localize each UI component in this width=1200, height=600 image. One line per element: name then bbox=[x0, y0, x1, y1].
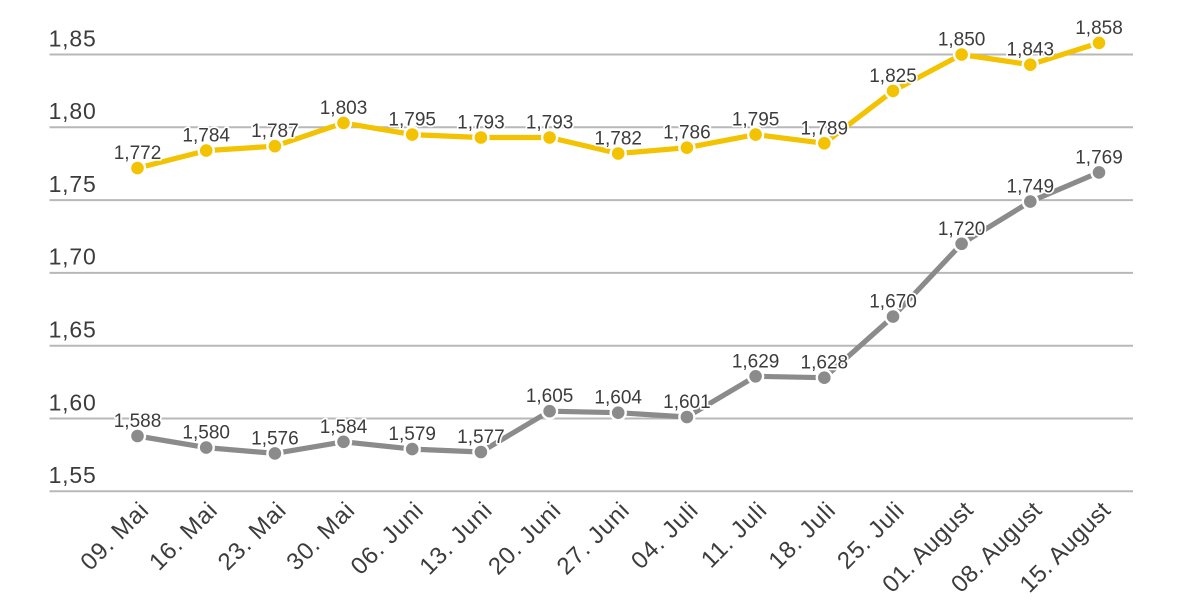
svg-text:1,584: 1,584 bbox=[320, 417, 368, 438]
svg-text:1,795: 1,795 bbox=[732, 110, 780, 131]
svg-text:1,629: 1,629 bbox=[732, 351, 780, 372]
svg-text:1,772: 1,772 bbox=[114, 143, 162, 164]
svg-text:1,825: 1,825 bbox=[869, 66, 917, 87]
svg-text:1,604: 1,604 bbox=[594, 388, 642, 409]
svg-text:1,749: 1,749 bbox=[1007, 177, 1055, 198]
svg-text:1,588: 1,588 bbox=[114, 411, 162, 432]
svg-text:1,803: 1,803 bbox=[320, 98, 368, 119]
svg-text:1,60: 1,60 bbox=[49, 389, 97, 415]
svg-text:1,628: 1,628 bbox=[801, 353, 849, 374]
svg-text:1,784: 1,784 bbox=[182, 126, 230, 147]
svg-text:1,579: 1,579 bbox=[388, 424, 436, 445]
svg-text:1,55: 1,55 bbox=[49, 462, 97, 488]
svg-text:1,793: 1,793 bbox=[457, 113, 505, 134]
svg-text:1,769: 1,769 bbox=[1075, 147, 1123, 168]
svg-text:1,75: 1,75 bbox=[49, 171, 97, 197]
svg-text:1,858: 1,858 bbox=[1075, 18, 1123, 39]
svg-text:1,793: 1,793 bbox=[526, 113, 574, 134]
svg-text:1,576: 1,576 bbox=[251, 428, 299, 449]
svg-text:1,670: 1,670 bbox=[869, 292, 917, 313]
svg-text:1,786: 1,786 bbox=[663, 123, 711, 144]
svg-text:1,577: 1,577 bbox=[457, 427, 505, 448]
svg-text:1,850: 1,850 bbox=[938, 30, 986, 51]
svg-text:1,580: 1,580 bbox=[182, 423, 230, 444]
svg-text:1,787: 1,787 bbox=[251, 121, 299, 142]
svg-text:1,789: 1,789 bbox=[801, 118, 849, 139]
svg-text:1,795: 1,795 bbox=[388, 110, 436, 131]
svg-text:1,601: 1,601 bbox=[663, 392, 711, 413]
svg-text:1,720: 1,720 bbox=[938, 219, 986, 240]
svg-text:1,65: 1,65 bbox=[49, 317, 97, 343]
svg-text:1,80: 1,80 bbox=[49, 98, 97, 124]
svg-text:1,843: 1,843 bbox=[1007, 40, 1055, 61]
svg-text:1,782: 1,782 bbox=[594, 129, 642, 150]
svg-text:1,605: 1,605 bbox=[526, 386, 574, 407]
svg-text:1,70: 1,70 bbox=[49, 244, 97, 270]
svg-text:1,85: 1,85 bbox=[49, 25, 97, 51]
